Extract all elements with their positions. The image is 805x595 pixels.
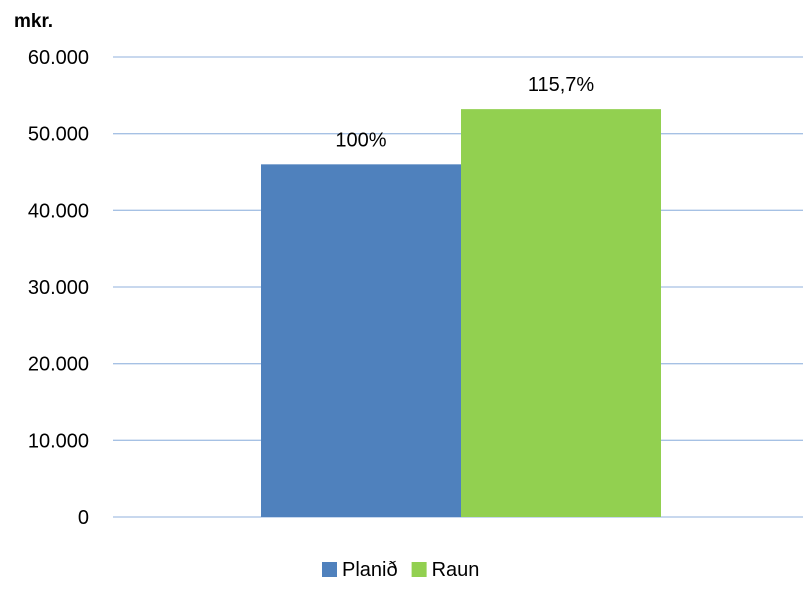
y-tick-label: 20.000 — [28, 354, 89, 376]
bars — [261, 109, 661, 518]
data-label: 115,7% — [528, 74, 595, 96]
bar-planið — [261, 164, 461, 518]
y-axis-ticks: 0 10.000 20.000 30.000 40.000 50.000 60.000 — [28, 47, 89, 529]
legend-label: Planið — [342, 559, 398, 581]
legend-swatch — [411, 562, 427, 577]
y-tick-label: 30.000 — [28, 277, 89, 299]
data-labels: 100% 115,7% — [335, 74, 594, 151]
bar-raun — [461, 109, 661, 517]
legend-swatch — [322, 562, 337, 577]
y-tick-label: 10.000 — [28, 430, 89, 452]
data-label: 100% — [335, 129, 386, 151]
y-tick-label: 40.000 — [28, 200, 89, 222]
y-tick-label: 50.000 — [28, 124, 89, 146]
y-tick-label: 60.000 — [28, 47, 89, 69]
y-tick-label: 0 — [78, 507, 89, 529]
legend-label: Raun — [432, 559, 480, 581]
y-axis-label: mkr. — [14, 11, 53, 32]
legend: Planið Raun — [322, 559, 479, 581]
